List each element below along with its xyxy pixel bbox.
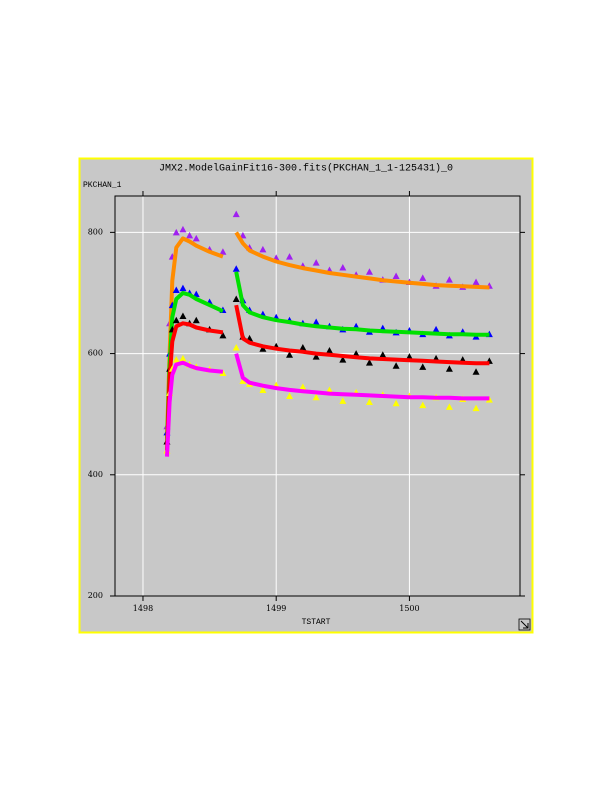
y-tick-label: 800 [88,227,103,236]
data-point [259,245,267,253]
data-point [219,331,227,339]
data-point [239,377,247,384]
data-point [325,347,333,354]
resize-icon[interactable] [518,618,531,631]
data-point [179,312,187,319]
data-point [339,264,347,271]
data-point [192,234,200,242]
data-point [172,228,180,236]
data-point [432,325,440,333]
data-point [392,399,400,407]
data-point [286,253,294,260]
data-point [445,365,453,372]
data-point [339,397,347,404]
data-point [179,225,187,233]
data-point [179,284,187,292]
data-point [259,345,267,352]
data-point [232,265,240,272]
plot-window [78,157,534,634]
data-point [232,210,240,218]
data-point [472,368,480,375]
data-point [392,272,400,279]
data-point [172,316,180,324]
data-point [286,392,294,399]
data-point [172,286,180,293]
data-point [172,356,180,363]
data-point [312,393,320,401]
data-point [312,353,320,360]
data-point [339,356,347,363]
data-point [192,316,200,324]
data-point [312,259,320,266]
data-point [392,362,400,369]
chart-title: JMX2.ModelGainFit16-300.fits(PKCHAN_1_1-… [159,163,453,175]
data-point [365,359,373,366]
data-point [219,248,227,255]
data-point [325,386,333,393]
data-point [312,318,320,326]
data-point [365,268,373,275]
data-point [299,383,307,390]
data-point [259,386,267,393]
data-point [405,353,413,360]
data-point [419,363,427,370]
data-point [232,344,240,351]
fit-line [165,353,490,457]
data-point [472,278,480,286]
x-tick-label: 1498 [133,604,153,613]
plot-frame [114,195,521,597]
y-tick-label: 600 [88,349,103,358]
data-point [472,404,480,412]
data-point [379,351,387,358]
data-point [186,231,194,239]
y-axis-label: PKCHAN_1 [83,181,122,190]
data-point [219,369,227,376]
y-tick-label: 200 [88,591,103,600]
plot-area: 200 400 600 800 1498 1499 1500 [88,191,525,613]
data-point [445,403,453,410]
x-tick-label: 1499 [266,604,286,613]
data-point [232,295,240,303]
fit-line [165,304,490,451]
data-point [286,351,294,358]
x-axis-label: TSTART [302,618,331,627]
data-point [445,276,453,283]
y-tick-label: 400 [88,470,103,479]
data-point [419,401,427,409]
data-point [299,344,307,351]
data-point [365,398,373,406]
data-point [419,274,427,281]
x-tick-label: 1500 [399,604,419,613]
data-point [179,354,187,362]
data-point [352,350,360,357]
